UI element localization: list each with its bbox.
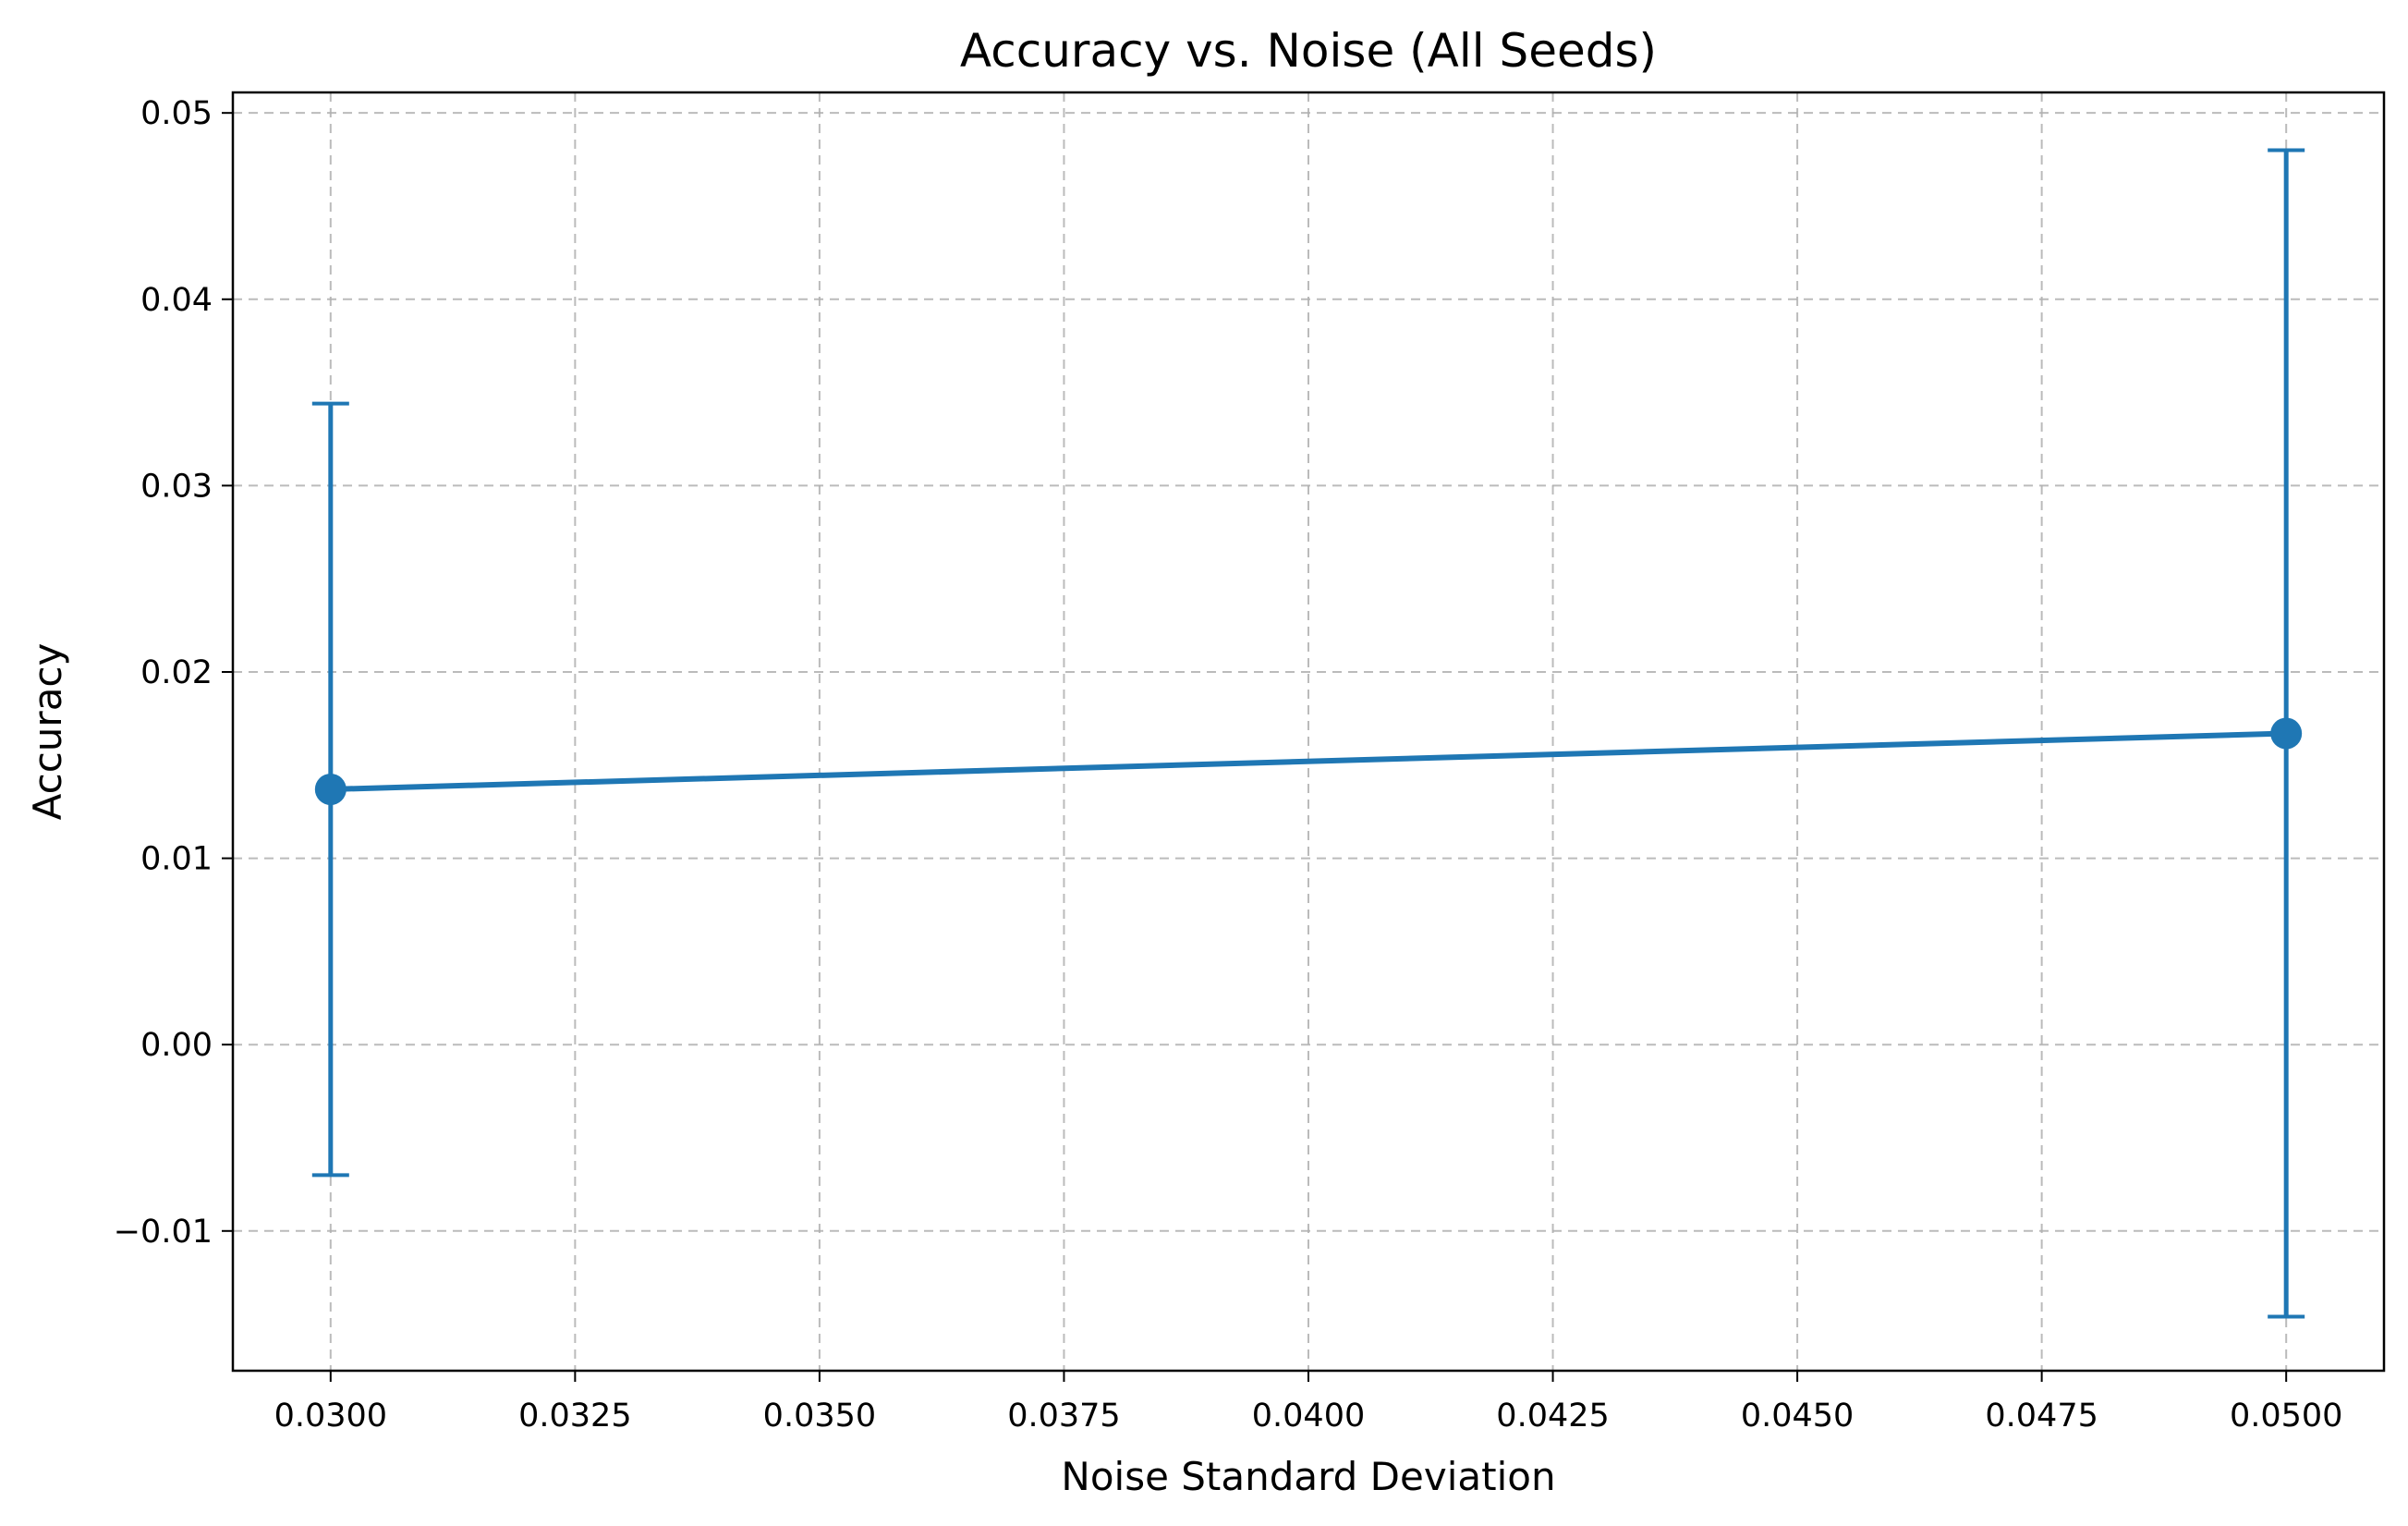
x-tick-label: 0.0300 <box>274 1398 387 1434</box>
y-tick-label: 0.03 <box>140 468 213 505</box>
x-tick-label: 0.0475 <box>1985 1398 2098 1434</box>
x-tick-label: 0.0350 <box>763 1398 876 1434</box>
data-point <box>2270 717 2303 750</box>
series-layer <box>311 148 2305 1319</box>
x-axis-ticks: 0.0300 0.0325 0.0350 0.0375 0.0400 0.0425 0.04… <box>274 1371 2342 1434</box>
x-axis-label: Noise Standard Deviation <box>1061 1454 1555 1499</box>
grid <box>233 92 2384 1371</box>
x-tick-label: 0.0450 <box>1741 1398 1854 1434</box>
chart-title: Accuracy vs. Noise (All Seeds) <box>960 24 1657 78</box>
x-tick-label: 0.0325 <box>518 1398 631 1434</box>
data-point <box>314 773 347 805</box>
x-tick-label: 0.0500 <box>2230 1398 2342 1434</box>
y-axis-label: Accuracy <box>25 643 70 821</box>
y-tick-label: 0.05 <box>140 95 213 132</box>
x-tick-label: 0.0425 <box>1496 1398 1609 1434</box>
x-tick-label: 0.0375 <box>1007 1398 1120 1434</box>
y-tick-label: 0.01 <box>140 841 213 878</box>
x-tick-label: 0.0400 <box>1252 1398 1365 1434</box>
y-tick-label: −0.01 <box>114 1214 213 1251</box>
y-tick-label: 0.00 <box>140 1027 213 1064</box>
y-tick-label: 0.02 <box>140 654 213 691</box>
y-axis-ticks: −0.01 0.00 0.01 0.02 0.03 0.04 0.05 <box>114 95 233 1251</box>
y-tick-label: 0.04 <box>140 282 213 319</box>
series-line <box>330 730 2287 792</box>
